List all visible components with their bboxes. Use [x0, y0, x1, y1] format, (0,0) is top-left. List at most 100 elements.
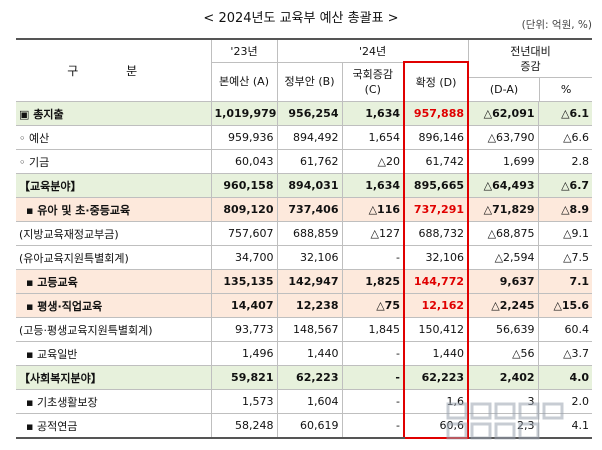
cell-b: 148,567	[276, 317, 342, 342]
cell-pct: △9.1	[537, 221, 593, 246]
row-label: ▪ 고등교육	[16, 269, 211, 294]
header-diff-group: 전년대비 증감 (D-A) %	[467, 38, 593, 102]
table-row: ▪ 유아 및 초·중등교육 809,120 737,406 △116 737,2…	[16, 197, 593, 222]
cell-d: 957,888	[402, 101, 470, 126]
cell-pct: 60.4	[537, 317, 593, 342]
table-row: ▪ 평생·직업교육 14,407 12,238 △75 12,162 △2,24…	[16, 293, 593, 318]
row-label: ◦ 예산	[16, 125, 211, 150]
cell-d: 150,412	[402, 317, 470, 342]
watermark-logo	[446, 402, 564, 440]
cell-pct: △8.9	[537, 197, 593, 222]
cell-d: 62,223	[402, 365, 470, 390]
cell-da: 3	[467, 389, 539, 414]
row-label: (고등·평생교육지원특별회계)	[16, 317, 211, 342]
cell-c: 1,825	[341, 269, 404, 294]
cell-pct: 2.8	[537, 149, 593, 174]
cell-pct: 4.0	[537, 365, 593, 390]
table-row: 【사회복지분야】 59,821 62,223 - 62,223 2,402 4.…	[16, 365, 593, 390]
cell-da: △2,594	[467, 245, 539, 270]
cell-c: -	[341, 413, 404, 439]
cell-a: 960,158	[210, 173, 277, 198]
cell-da: 1,699	[467, 149, 539, 174]
cell-a: 59,821	[210, 365, 277, 390]
row-label: ▪ 유아 및 초·중등교육	[16, 197, 211, 222]
cell-b: 894,492	[276, 125, 342, 150]
cell-d: 32,106	[402, 245, 470, 270]
cell-c: 1,654	[341, 125, 404, 150]
row-label: ▪ 기초생활보장	[16, 389, 211, 414]
table-row: ◦ 예산 959,936 894,492 1,654 896,146 △63,7…	[16, 125, 593, 150]
cell-c: -	[341, 389, 404, 414]
cell-d: 896,146	[402, 125, 470, 150]
cell-a: 1,573	[210, 389, 277, 414]
cell-c: -	[341, 365, 404, 390]
cell-b: 688,859	[276, 221, 342, 246]
cell-c: 1,634	[341, 101, 404, 126]
cell-d: 144,772	[402, 269, 470, 294]
cell-a: 60,043	[210, 149, 277, 174]
row-label: ▪ 공적연금	[16, 413, 211, 439]
cell-c: △116	[341, 197, 404, 222]
cell-b: 61,762	[276, 149, 342, 174]
cell-b: 32,106	[276, 245, 342, 270]
header-category: 구 분	[16, 38, 211, 102]
cell-da: 9,637	[467, 269, 539, 294]
cell-da: △2,245	[467, 293, 539, 318]
cell-da: 56,639	[467, 317, 539, 342]
unit-note: (단위: 억원, %)	[521, 19, 592, 31]
cell-d: 12,162	[402, 293, 470, 318]
header-percent: %	[539, 77, 592, 101]
cell-b: 60,619	[276, 413, 342, 439]
budget-summary-table: 구 분 '23년 '24년 전년대비 증감 (D-A) % 본예산 (A) 정부…	[16, 38, 593, 439]
cell-a: 1,019,979	[210, 101, 277, 126]
header-2023: '23년	[210, 38, 277, 63]
cell-pct: △6.7	[537, 173, 593, 198]
table-title: < 2024년도 교육부 예산 총괄표 >	[203, 11, 399, 26]
table-row: 【교육분야】 960,158 894,031 1,634 895,665 △64…	[16, 173, 593, 198]
cell-d: 737,291	[402, 197, 470, 222]
header-col-c: 국회증감 (C)	[341, 62, 404, 102]
header-diff: 전년대비 증감	[510, 44, 551, 73]
cell-a: 809,120	[210, 197, 277, 222]
header-col-a: 본예산 (A)	[210, 62, 277, 102]
cell-b: 142,947	[276, 269, 342, 294]
header-col-d: 확정 (D)	[402, 61, 470, 102]
cell-b: 737,406	[276, 197, 342, 222]
cell-c: △127	[341, 221, 404, 246]
cell-pct: △3.7	[537, 341, 593, 366]
row-label: ▪ 교육일반	[16, 341, 211, 366]
cell-c: △20	[341, 149, 404, 174]
cell-da: △62,091	[467, 101, 539, 126]
cell-a: 135,135	[210, 269, 277, 294]
cell-da: △64,493	[467, 173, 539, 198]
cell-pct: 7.1	[537, 269, 593, 294]
cell-c: 1,634	[341, 173, 404, 198]
row-label: (지방교육재정교부금)	[16, 221, 211, 246]
table-row: ▪ 고등교육 135,135 142,947 1,825 144,772 9,6…	[16, 269, 593, 294]
cell-c: -	[341, 341, 404, 366]
header-d-minus-a: (D-A)	[489, 82, 519, 96]
table-row: (유아교육지원특별회계) 34,700 32,106 - 32,106 △2,5…	[16, 245, 593, 270]
cell-da: △71,829	[467, 197, 539, 222]
table-row: ▪ 기초생활보장 1,573 1,604 - 1,6 3 2.0	[16, 389, 593, 414]
row-label: 【교육분야】	[16, 173, 211, 198]
header-2024: '24년	[276, 38, 469, 63]
cell-b: 12,238	[276, 293, 342, 318]
cell-a: 58,248	[210, 413, 277, 439]
cell-c: 1,845	[341, 317, 404, 342]
cell-c: -	[341, 245, 404, 270]
row-label: (유아교육지원특별회계)	[16, 245, 211, 270]
cell-pct: △6.6	[537, 125, 593, 150]
row-label: 【사회복지분야】	[16, 365, 211, 390]
cell-a: 757,607	[210, 221, 277, 246]
cell-c: △75	[341, 293, 404, 318]
cell-a: 93,773	[210, 317, 277, 342]
table-row: ▪ 교육일반 1,496 1,440 - 1,440 △56 △3.7	[16, 341, 593, 366]
cell-da: △56	[467, 341, 539, 366]
table-row: ▣ 총지출 1,019,979 956,254 1,634 957,888 △6…	[16, 101, 593, 126]
cell-da: △68,875	[467, 221, 539, 246]
cell-da: 2,402	[467, 365, 539, 390]
header-col-b: 정부안 (B)	[276, 62, 342, 102]
cell-pct: △15.6	[537, 293, 593, 318]
cell-a: 14,407	[210, 293, 277, 318]
